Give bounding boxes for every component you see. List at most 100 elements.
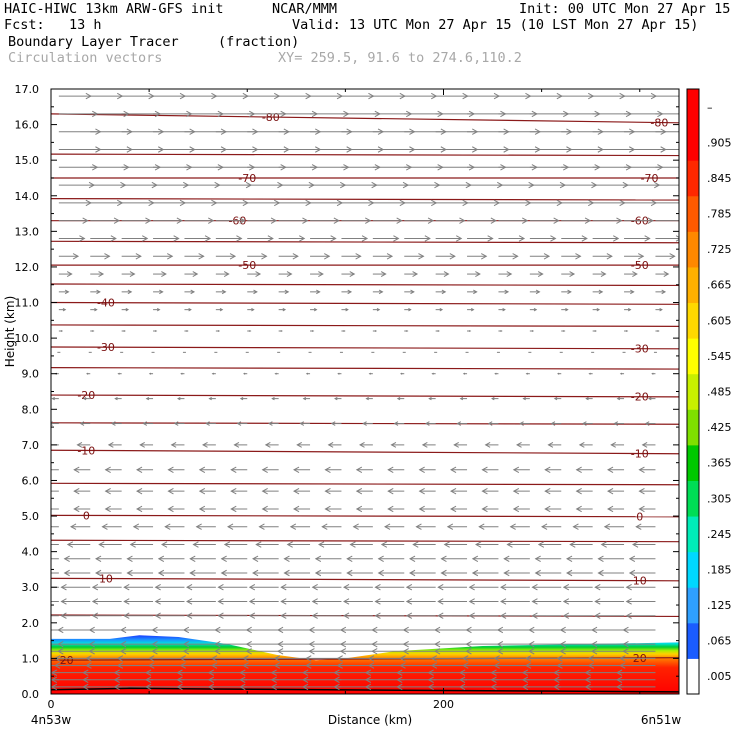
wind-vector [90, 271, 105, 277]
wind-vector [57, 640, 91, 648]
wind-vector [498, 199, 532, 207]
wind-vector [120, 626, 154, 634]
wind-vector [252, 555, 279, 562]
wind-vector [387, 466, 405, 473]
wind-vector [346, 555, 373, 562]
wind-vector [462, 662, 499, 669]
wind-vector [374, 598, 405, 605]
wind-vector [525, 655, 562, 662]
wind-vector [217, 584, 248, 591]
wind-vector [132, 523, 154, 530]
wind-vector [591, 626, 625, 634]
wind-vector [310, 199, 344, 207]
wind-vector [184, 253, 205, 260]
wind-vector [51, 650, 59, 652]
x-endpoint-left: 4n53w [31, 713, 72, 727]
wind-vector [293, 505, 311, 513]
wind-vector [435, 199, 469, 207]
wind-vector [644, 421, 656, 426]
wind-vector [404, 289, 415, 295]
wind-vector [157, 569, 185, 577]
wind-vector [184, 92, 218, 100]
wind-vector [592, 217, 623, 224]
wind-vector [561, 199, 595, 207]
wind-vector [184, 199, 218, 207]
wind-vector [372, 329, 378, 333]
wind-vector [90, 329, 95, 333]
wind-vector [220, 555, 248, 562]
wind-vector [95, 569, 122, 577]
wind-vector [88, 640, 122, 648]
wind-vector [117, 372, 122, 375]
wind-vector [268, 421, 279, 426]
colorbar-label: – [707, 101, 713, 114]
wind-vector [559, 640, 593, 648]
wind-vector [305, 662, 342, 669]
wind-vector [90, 235, 117, 242]
wind-vector [153, 271, 167, 277]
wind-vector [368, 662, 405, 669]
wind-vector [628, 555, 656, 562]
wind-vector [314, 569, 342, 577]
wind-vector [154, 598, 185, 605]
wind-vector [85, 662, 122, 669]
isotherm-label: 0 [636, 511, 643, 524]
wind-vector [274, 372, 279, 375]
wind-vector [624, 289, 635, 295]
wind-vector [597, 569, 625, 577]
wind-vector [465, 640, 499, 648]
wind-vector [82, 396, 91, 401]
wind-vector [242, 655, 279, 662]
y-tick-label: 6.0 [22, 474, 40, 487]
colorbar-swatch [687, 124, 699, 161]
wind-vector [258, 523, 279, 530]
wind-vector [404, 92, 438, 100]
wind-vector [498, 289, 510, 295]
wind-vector [310, 271, 324, 277]
wind-vector [531, 584, 562, 591]
wind-vector [236, 421, 248, 426]
wind-vector [54, 662, 91, 669]
wind-vector [139, 441, 154, 448]
init-time: Init: 00 UTC Mon 27 Apr 15 [519, 1, 731, 17]
wind-vector [104, 466, 122, 473]
wind-vector [277, 640, 311, 648]
isotherm-label: 10 [99, 573, 113, 586]
wind-vector [283, 555, 311, 562]
colorbar-label: .905 [707, 136, 732, 149]
wind-vector [273, 662, 311, 669]
wind-vector [468, 598, 499, 605]
org-label: NCAR/MMM [272, 1, 338, 17]
wind-vector [491, 396, 499, 401]
wind-vector [310, 217, 340, 224]
wind-vector [79, 421, 91, 426]
wind-vector [58, 92, 92, 100]
wind-vector [434, 648, 468, 655]
wind-vector [153, 289, 164, 295]
wind-vector [498, 271, 513, 277]
wind-vector [121, 199, 155, 207]
wind-vector [616, 669, 656, 676]
wind-vector [339, 626, 373, 634]
wind-vector [446, 523, 468, 530]
wind-vector [107, 441, 122, 448]
wind-vector [374, 584, 405, 591]
wind-vector [51, 629, 59, 631]
wind-vector [622, 626, 656, 634]
wind-vector [73, 466, 91, 473]
wind-vector [339, 640, 373, 648]
colorbar-label: .605 [707, 314, 732, 327]
wind-vector [559, 648, 593, 655]
wind-vector [405, 598, 436, 605]
y-tick-label: 13.0 [15, 225, 40, 238]
wind-vector [467, 329, 472, 333]
wind-vector [467, 92, 501, 100]
wind-vector [594, 598, 625, 605]
wind-vector [85, 655, 122, 662]
y-tick-label: 7.0 [22, 439, 40, 452]
wind-vector [186, 612, 216, 619]
y-tick-label: 5.0 [22, 510, 40, 523]
wind-vector [498, 217, 529, 224]
isotherm-label: -40 [97, 297, 115, 310]
wind-vector [561, 217, 592, 224]
